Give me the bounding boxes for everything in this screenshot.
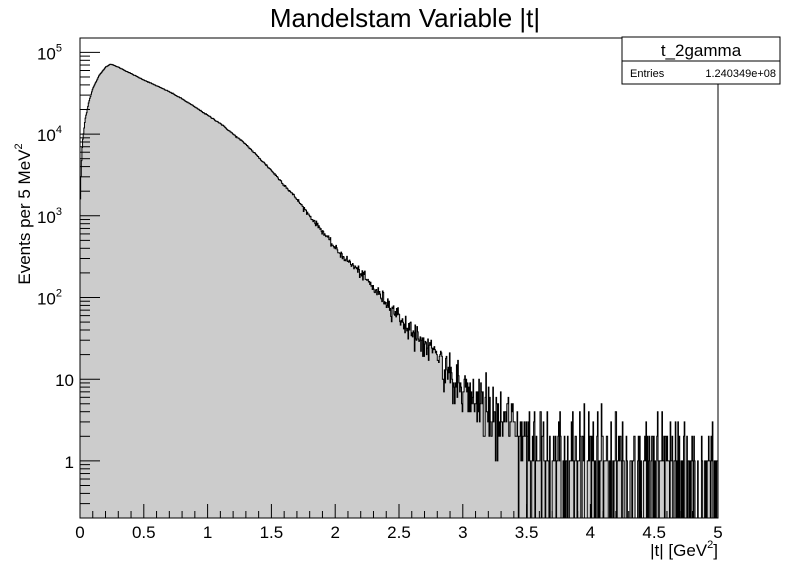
plot-area: [79, 37, 719, 519]
y-tick-label: 105: [37, 42, 62, 63]
x-tick-label: 1: [203, 523, 212, 542]
y-tick-label: 1: [65, 453, 74, 472]
x-tick-label: 4: [586, 523, 595, 542]
x-axis: 0 0.5 1 1.5 2 2.5 3 3.5 4 4.5 5: [75, 504, 723, 542]
stats-box-entries-value: 1.240349e+08: [705, 68, 776, 80]
y-tick-label: 102: [37, 287, 62, 308]
y-tick-label: 103: [37, 206, 62, 227]
y-tick-label: 10: [55, 371, 74, 390]
stats-box-entries-label: Entries: [630, 68, 665, 80]
x-tick-label: 2: [330, 523, 339, 542]
x-tick-label: 5: [713, 523, 722, 542]
y-axis: 1 10 102 103 104 105: [37, 42, 100, 519]
histogram-fill: [80, 64, 718, 518]
x-tick-label: 4.5: [642, 523, 666, 542]
x-axis-label: |t| [GeV2]: [650, 539, 718, 560]
x-tick-label: 2.5: [387, 523, 411, 542]
stats-box: t_2gamma Entries 1.240349e+08: [621, 36, 781, 85]
y-tick-label: 104: [37, 124, 62, 145]
x-tick-label: 0.5: [132, 523, 156, 542]
chart-title: Mandelstam Variable |t|: [270, 3, 540, 33]
y-axis-label: Events per 5 MeV2: [13, 143, 34, 284]
x-tick-label: 0: [75, 523, 84, 542]
stats-box-name: t_2gamma: [661, 41, 742, 60]
x-tick-label: 3.5: [515, 523, 539, 542]
x-tick-label: 3: [458, 523, 467, 542]
x-tick-label: 1.5: [260, 523, 284, 542]
